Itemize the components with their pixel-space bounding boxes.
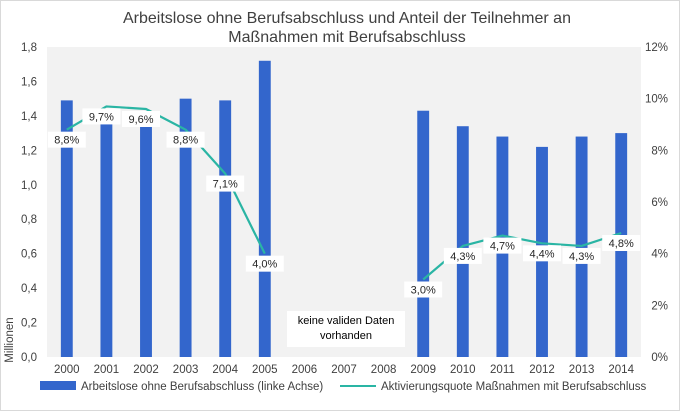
line-data-label-2002: 9,6%	[122, 111, 160, 127]
bar-2010	[456, 126, 469, 357]
data-label-bg	[206, 175, 245, 192]
data-label-text: 3,0%	[411, 285, 436, 297]
data-label-bg	[443, 247, 482, 264]
data-label-bg	[122, 111, 160, 127]
line-data-label-2013: 4,3%	[562, 247, 601, 264]
legend: Arbeitslose ohne Berufsabschluss (linke …	[40, 381, 647, 393]
line-data-label-2003: 8,8%	[166, 131, 205, 148]
bar-2005	[258, 60, 271, 358]
data-label-text: 4,7%	[490, 241, 515, 253]
x-tick-label: 2009	[410, 364, 436, 376]
data-label-text: 8,8%	[173, 135, 198, 147]
left-tick-label: 1,8	[21, 42, 37, 54]
left-tick-label: 1,6	[21, 76, 37, 88]
left-tick-label: 0,4	[21, 283, 38, 295]
data-label-text: 9,7%	[89, 111, 114, 123]
right-tick-label: 6%	[651, 197, 668, 209]
line-data-label-2010: 4,3%	[443, 247, 482, 264]
data-label-text: 4,0%	[252, 259, 277, 271]
left-tick-label: 0,0	[21, 352, 37, 364]
right-tick-label: 12%	[645, 42, 668, 54]
left-tick-label: 1,0	[21, 180, 37, 192]
annotation-line-1: keine validen Daten	[298, 315, 395, 327]
legend-bar-swatch	[40, 381, 76, 390]
bar-2003	[179, 98, 192, 358]
x-tick-label: 2006	[292, 364, 318, 376]
line-data-label-2005: 4,0%	[245, 255, 284, 272]
data-label-bg	[166, 131, 205, 148]
data-label-bg	[523, 245, 561, 262]
bar-2009	[417, 110, 430, 357]
chart-title-line-1: Arbeitslose ohne Berufsabschluss und Ant…	[123, 10, 571, 27]
data-label-bg	[562, 247, 601, 264]
chart-title-line-2: Maßnahmen mit Berufsabschluss	[228, 29, 465, 46]
right-tick-label: 8%	[651, 145, 668, 157]
line-data-label-2004: 7,1%	[206, 175, 245, 192]
left-tick-label: 0,8	[21, 214, 37, 226]
line-data-label-2014: 4,8%	[602, 235, 641, 251]
x-tick-label: 2002	[133, 364, 159, 376]
line-data-label-2012: 4,4%	[523, 245, 561, 262]
data-label-text: 7,1%	[213, 179, 238, 191]
data-label-text: 4,4%	[529, 248, 554, 260]
legend-bar-label: Arbeitslose ohne Berufsabschluss (linke …	[81, 381, 323, 393]
line-data-label-2000: 8,8%	[47, 131, 86, 148]
data-label-bg	[404, 281, 443, 298]
x-tick-label: 2004	[212, 364, 238, 376]
x-tick-label: 2003	[173, 364, 199, 376]
x-tick-label: 2012	[529, 364, 555, 376]
right-tick-label: 10%	[645, 94, 668, 106]
bar-2001	[100, 114, 113, 358]
annotation-line-2: vorhanden	[320, 330, 372, 342]
x-tick-label: 2007	[331, 364, 357, 376]
line-data-label-2001: 9,7%	[82, 108, 121, 125]
x-tick-label: 2001	[94, 364, 120, 376]
x-tick-label: 2010	[450, 364, 476, 376]
line-data-label-2011: 4,7%	[483, 237, 522, 254]
x-tick-label: 2014	[608, 364, 634, 376]
data-label-text: 4,3%	[569, 251, 594, 263]
x-tick-label: 2013	[569, 364, 595, 376]
plot-area	[47, 47, 641, 357]
left-tick-label: 0,6	[21, 249, 37, 261]
data-label-bg	[82, 108, 121, 125]
line-data-label-2009: 3,0%	[404, 281, 443, 298]
legend-line-label: Aktivierungsquote Maßnahmen mit Berufsab…	[381, 381, 647, 393]
data-label-text: 4,8%	[609, 238, 634, 250]
data-label-text: 4,3%	[450, 251, 475, 263]
data-label-bg	[47, 131, 86, 148]
right-tick-label: 4%	[651, 249, 668, 261]
right-tick-label: 0%	[651, 352, 668, 364]
data-label-bg	[245, 255, 284, 272]
data-label-bg	[483, 237, 522, 254]
bar-2004	[219, 100, 232, 357]
left-tick-label: 0,2	[21, 318, 37, 330]
annotation-box	[287, 311, 405, 347]
right-tick-label: 2%	[651, 300, 668, 312]
x-tick-label: 2005	[252, 364, 278, 376]
bar-2002	[140, 114, 152, 358]
bar-2000	[60, 100, 73, 357]
data-label-text: 9,6%	[128, 114, 153, 126]
left-tick-label: 1,2	[21, 145, 37, 157]
x-tick-label: 2000	[54, 364, 80, 376]
left-axis-label: Millionen	[4, 317, 16, 362]
data-label-bg	[602, 235, 641, 251]
x-tick-label: 2011	[490, 364, 515, 376]
data-label-text: 8,8%	[54, 135, 79, 147]
x-tick-label: 2008	[371, 364, 397, 376]
left-tick-label: 1,4	[21, 111, 38, 123]
